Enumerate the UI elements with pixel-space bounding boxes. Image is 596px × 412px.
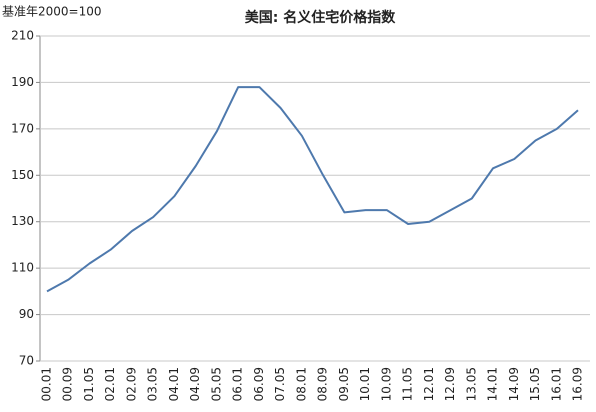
data-line (46, 86, 579, 293)
x-tick-label: 03.05 (146, 367, 160, 401)
x-tick-label: 02.01 (103, 367, 117, 401)
x-tick-label: 08.01 (294, 367, 308, 401)
x-tick-label: 07.05 (273, 367, 287, 401)
x-tick-label: 10.01 (358, 367, 372, 401)
y-tick-label: 190 (11, 75, 34, 89)
y-axis-label: 基准年2000=100 (2, 5, 102, 19)
x-tick-label: 11.05 (401, 367, 415, 401)
x-tick-label: 06.09 (252, 367, 266, 401)
x-tick-label: 08.09 (316, 367, 330, 401)
y-tick-label: 70 (19, 354, 34, 368)
x-tick-label: 02.09 (124, 367, 138, 401)
x-tick-label: 14.01 (486, 367, 500, 401)
x-tick-label: 12.09 (443, 367, 457, 401)
y-tick-label: 130 (11, 214, 34, 228)
x-tick-label: 04.09 (188, 367, 202, 401)
chart-title: 美国: 名义住宅价格指数 (245, 9, 396, 26)
x-tick-label: 16.01 (549, 367, 563, 401)
x-tick-label: 06.01 (231, 367, 245, 401)
x-tick-label: 13.05 (464, 367, 478, 401)
x-tick-label: 15.05 (528, 367, 542, 401)
y-tick-label: 110 (11, 261, 34, 275)
x-tick-label: 01.05 (82, 367, 96, 401)
y-tick-label: 90 (19, 307, 34, 321)
y-tick-label: 150 (11, 168, 34, 182)
y-tick-label: 170 (11, 121, 34, 135)
x-tick-label: 14.09 (507, 367, 521, 401)
x-tick-label: 12.01 (422, 367, 436, 401)
x-tick-label: 05.05 (209, 367, 223, 401)
x-tick-label: 09.05 (337, 367, 351, 401)
x-tick-label: 10.09 (379, 367, 393, 401)
x-tick-label: 00.01 (40, 367, 54, 401)
y-tick-label: 210 (11, 29, 34, 43)
x-tick-label: 16.09 (571, 367, 585, 401)
x-tick-label: 00.09 (61, 367, 75, 401)
x-tick-label: 04.01 (167, 367, 181, 401)
